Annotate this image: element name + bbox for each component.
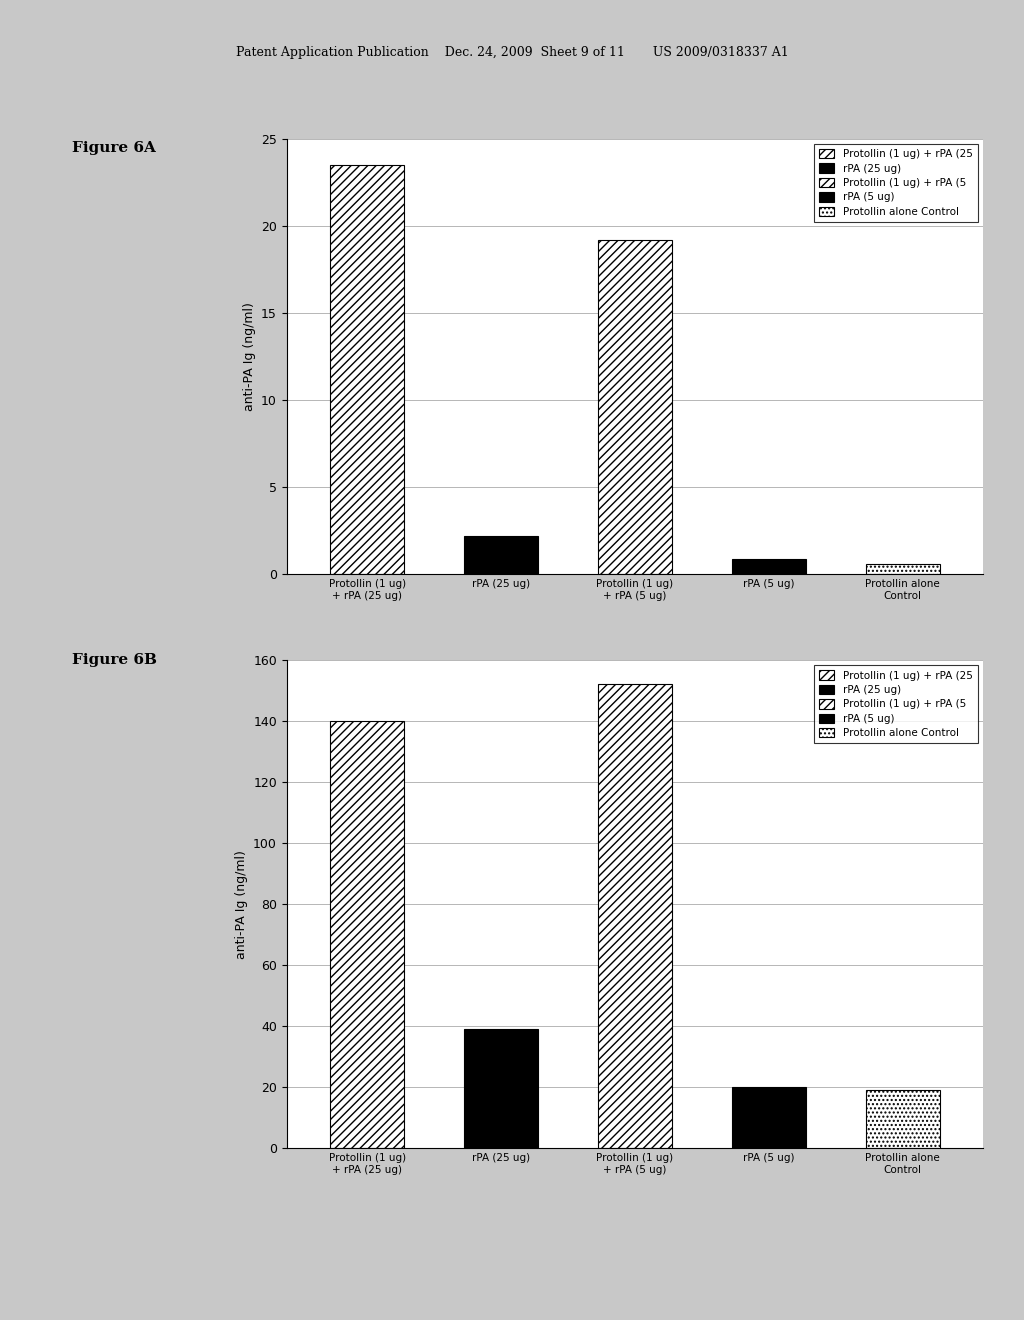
Bar [732,1088,806,1148]
Text: Figure 6B: Figure 6B [72,653,157,668]
Bar [866,564,940,574]
Bar [598,684,672,1148]
Text: Figure 6A: Figure 6A [72,141,156,156]
Bar [464,1030,538,1148]
Text: Patent Application Publication    Dec. 24, 2009  Sheet 9 of 11       US 2009/031: Patent Application Publication Dec. 24, … [236,46,788,59]
Bar [598,240,672,574]
Y-axis label: anti-PA Ig (ng/ml): anti-PA Ig (ng/ml) [243,302,256,411]
Bar [464,536,538,574]
Legend: Protollin (1 ug) + rPA (25, rPA (25 ug), Protollin (1 ug) + rPA (5, rPA (5 ug), : Protollin (1 ug) + rPA (25, rPA (25 ug),… [814,665,978,743]
Y-axis label: anti-PA Ig (ng/ml): anti-PA Ig (ng/ml) [234,850,248,958]
Bar [732,558,806,574]
Bar [866,1090,940,1148]
Legend: Protollin (1 ug) + rPA (25, rPA (25 ug), Protollin (1 ug) + rPA (5, rPA (5 ug), : Protollin (1 ug) + rPA (25, rPA (25 ug),… [814,144,978,222]
Bar [330,165,403,574]
Bar [330,721,403,1148]
